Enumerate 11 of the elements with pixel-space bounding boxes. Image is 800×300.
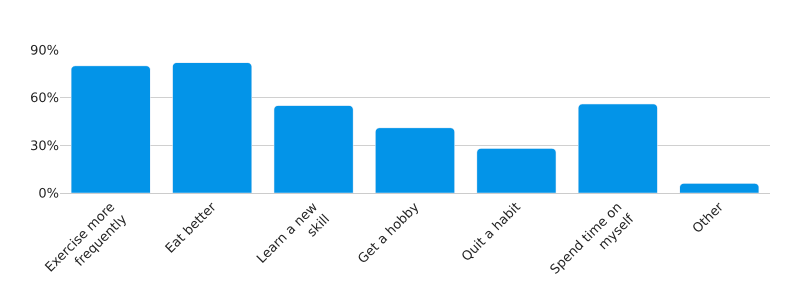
bar [375, 128, 455, 193]
bar [578, 104, 658, 193]
bar [274, 105, 354, 193]
bar [70, 66, 151, 193]
y-tick-label: 0% [38, 186, 59, 202]
bar [679, 183, 760, 193]
bar [476, 148, 556, 193]
y-tick-label: 60% [30, 91, 59, 106]
bar [172, 62, 252, 193]
y-tick-label: 30% [30, 138, 59, 154]
y-tick-label: 90% [30, 44, 59, 59]
